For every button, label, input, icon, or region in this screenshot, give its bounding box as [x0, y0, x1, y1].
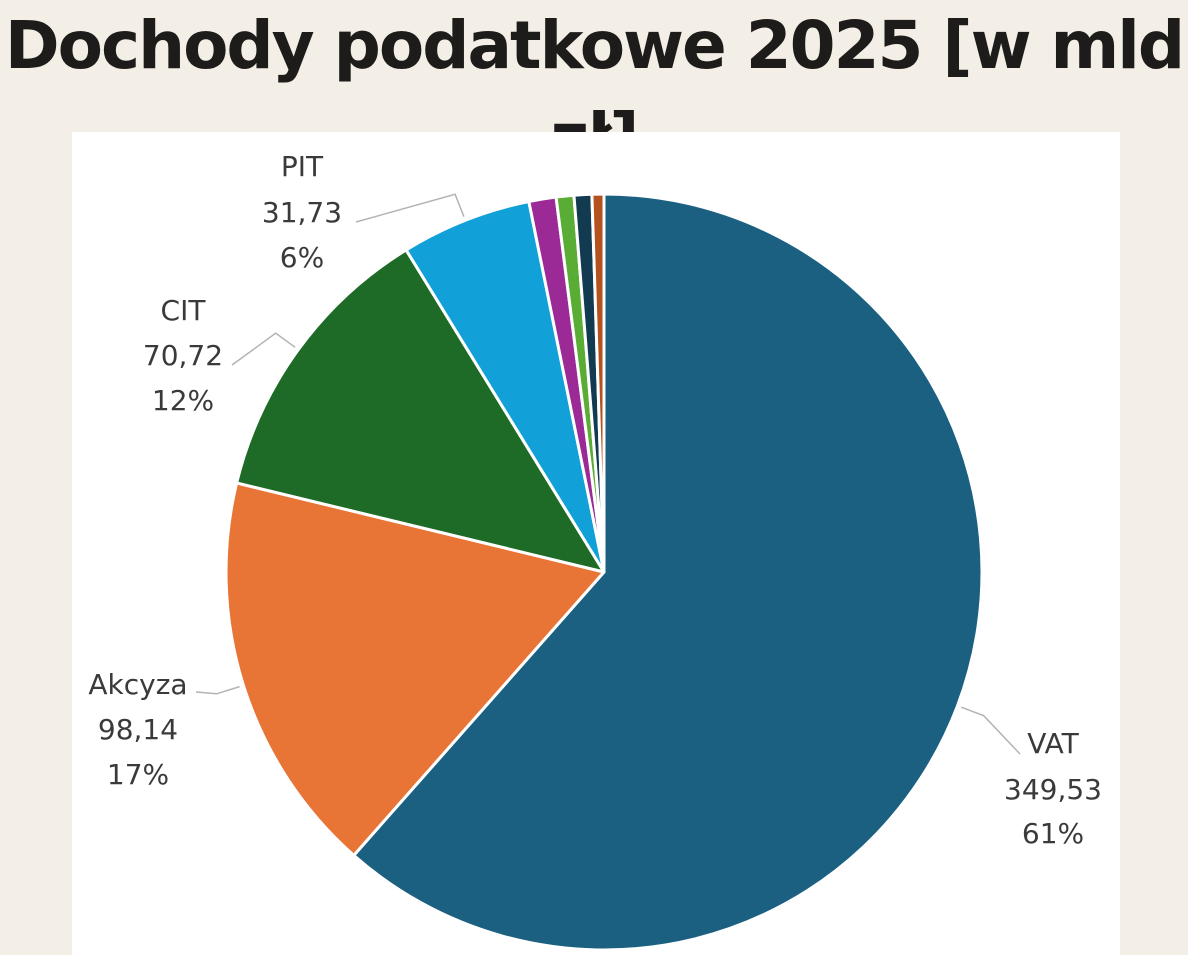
- label-pit-percent: 6%: [280, 241, 324, 274]
- label-akcyza-value: 98,14: [98, 713, 178, 746]
- label-cit-value: 70,72: [143, 339, 223, 372]
- pie-slice-pit: [404, 200, 606, 574]
- pie-slice-akcyza: [224, 481, 606, 857]
- label-pit-value: 31,73: [262, 196, 342, 229]
- label-vat-percent: 61%: [1022, 817, 1084, 850]
- label-vat-value: 349,53: [1004, 773, 1102, 806]
- label-akcyza-percent: 17%: [107, 758, 169, 791]
- pie-chart: VAT 349,53 61% Akcyza 98,14 17% CIT 70,7…: [88, 150, 1102, 952]
- pie-slice-cit: [235, 248, 606, 574]
- pie-slice-other-4: [590, 192, 606, 574]
- label-vat-name: VAT: [1027, 727, 1079, 760]
- chart-panel: VAT 349,53 61% Akcyza 98,14 17% CIT 70,7…: [72, 132, 1120, 955]
- leader-line-akcyza: [195, 685, 240, 695]
- label-cit-percent: 12%: [152, 384, 214, 417]
- leader-line-cit: [231, 332, 296, 366]
- label-akcyza-name: Akcyza: [88, 668, 187, 701]
- leader-line-vat: [961, 706, 1021, 755]
- page-title: Dochody podatkowe 2025 [w mld zł]: [4, 7, 1185, 176]
- leader-line-pit: [355, 193, 465, 223]
- label-pit-name: PIT: [281, 150, 324, 183]
- pie-slice-vat: [352, 192, 984, 952]
- label-cit-name: CIT: [161, 294, 207, 327]
